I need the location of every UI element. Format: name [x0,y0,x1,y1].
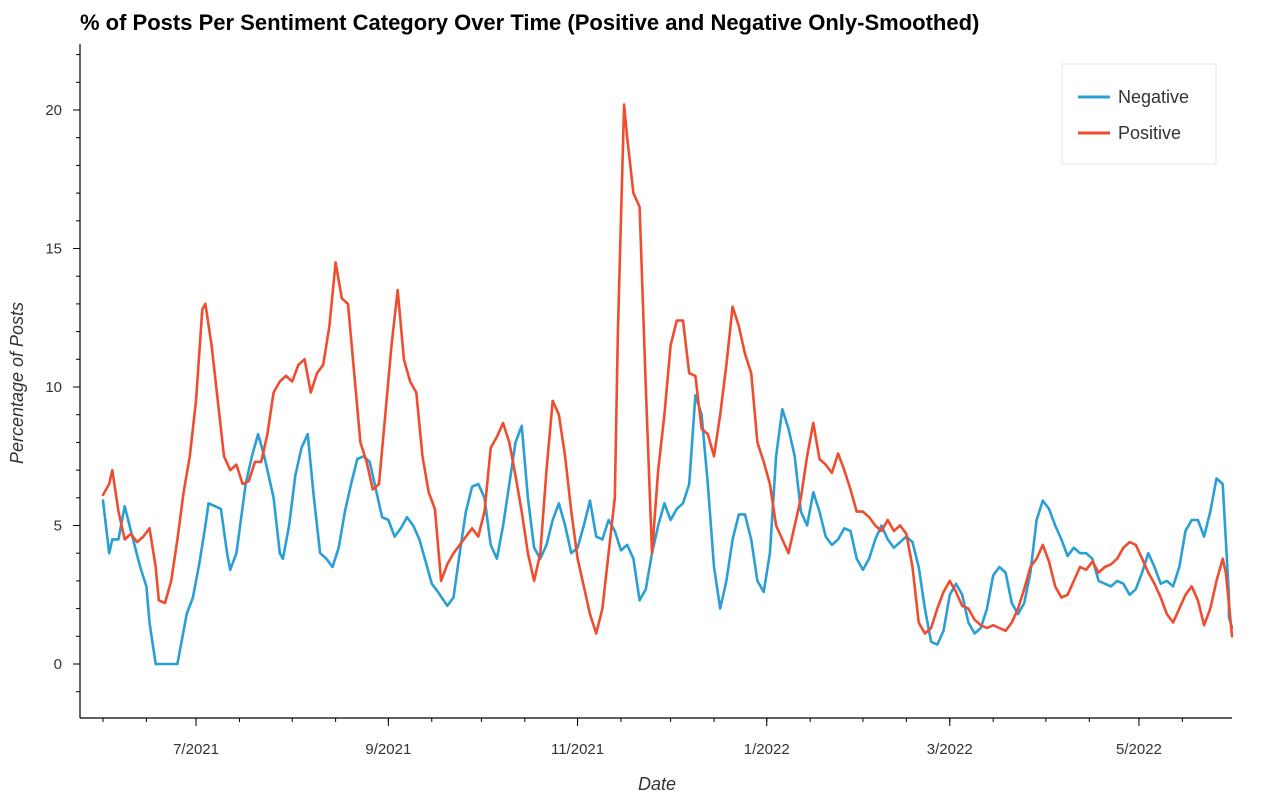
series-line-positive [101,103,1234,638]
x-tick-label: 7/2021 [173,741,219,758]
x-tick-label: 11/2021 [551,741,604,758]
plot-lines [101,103,1234,666]
y-tick-label: 5 [54,518,62,535]
x-tick-label: 1/2022 [744,741,790,758]
y-tick-label: 20 [45,102,62,119]
chart-title: % of Posts Per Sentiment Category Over T… [80,10,980,35]
legend: Negative Positive [1061,63,1217,165]
y-tick-label: 10 [45,379,62,396]
x-axis-title: Date [638,774,676,794]
x-tick-label: 3/2022 [927,741,973,758]
y-tick-label: 0 [54,656,62,673]
x-tick-label: 5/2022 [1116,741,1162,758]
series-line-negative [101,394,1234,666]
legend-box [1061,63,1217,165]
y-tick-label: 15 [45,241,62,258]
x-axis: 7/2021 9/2021 11/2021 1/2022 3/2022 5/2022 [80,717,1232,758]
legend-label-negative: Negative [1118,87,1189,107]
y-axis: 0 5 10 15 20 [45,44,81,718]
legend-label-positive: Positive [1118,123,1181,143]
y-axis-title: Percentage of Posts [7,302,27,464]
x-tick-label: 9/2021 [365,741,411,758]
